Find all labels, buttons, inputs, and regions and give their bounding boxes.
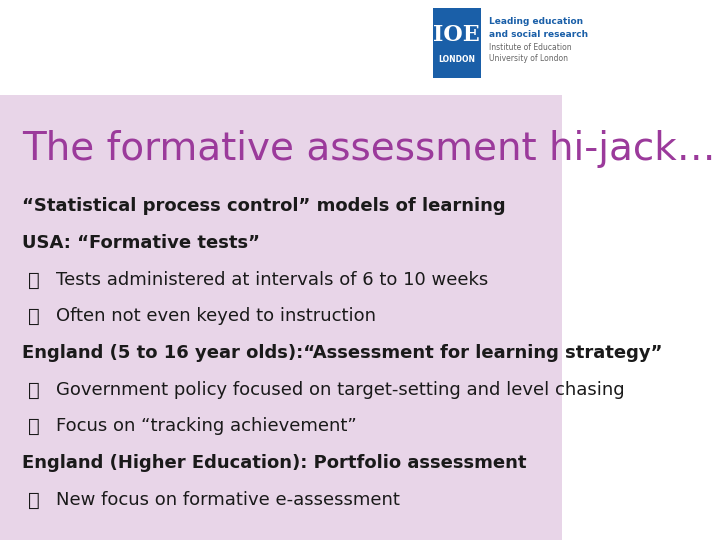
FancyBboxPatch shape xyxy=(433,8,480,78)
Text: ⎈: ⎈ xyxy=(28,417,40,436)
FancyBboxPatch shape xyxy=(0,0,562,94)
Text: England (Higher Education): Portfolio assessment: England (Higher Education): Portfolio as… xyxy=(22,454,527,472)
Text: and social research: and social research xyxy=(489,30,588,38)
Text: LONDON: LONDON xyxy=(438,55,475,64)
Text: IOE: IOE xyxy=(433,24,480,46)
Text: Government policy focused on target-setting and level chasing: Government policy focused on target-sett… xyxy=(56,381,625,399)
Text: Tests administered at intervals of 6 to 10 weeks: Tests administered at intervals of 6 to … xyxy=(56,271,488,288)
Text: ⎈: ⎈ xyxy=(28,271,40,289)
Text: The formative assessment hi-jack…: The formative assessment hi-jack… xyxy=(22,130,716,167)
Text: New focus on formative e-assessment: New focus on formative e-assessment xyxy=(56,491,400,509)
Text: ⎈: ⎈ xyxy=(28,491,40,510)
Text: Institute of Education: Institute of Education xyxy=(489,43,572,52)
Text: ⎈: ⎈ xyxy=(28,381,40,400)
Text: Leading education: Leading education xyxy=(489,17,583,26)
Text: USA: “Formative tests”: USA: “Formative tests” xyxy=(22,234,261,252)
Text: Focus on “tracking achievement”: Focus on “tracking achievement” xyxy=(56,417,357,435)
Text: England (5 to 16 year olds):“Assessment for learning strategy”: England (5 to 16 year olds):“Assessment … xyxy=(22,344,663,362)
Text: University of London: University of London xyxy=(489,54,568,63)
Text: ⎈: ⎈ xyxy=(28,307,40,326)
FancyBboxPatch shape xyxy=(0,94,562,540)
Text: “Statistical process control” models of learning: “Statistical process control” models of … xyxy=(22,197,506,215)
Text: Often not even keyed to instruction: Often not even keyed to instruction xyxy=(56,307,377,325)
